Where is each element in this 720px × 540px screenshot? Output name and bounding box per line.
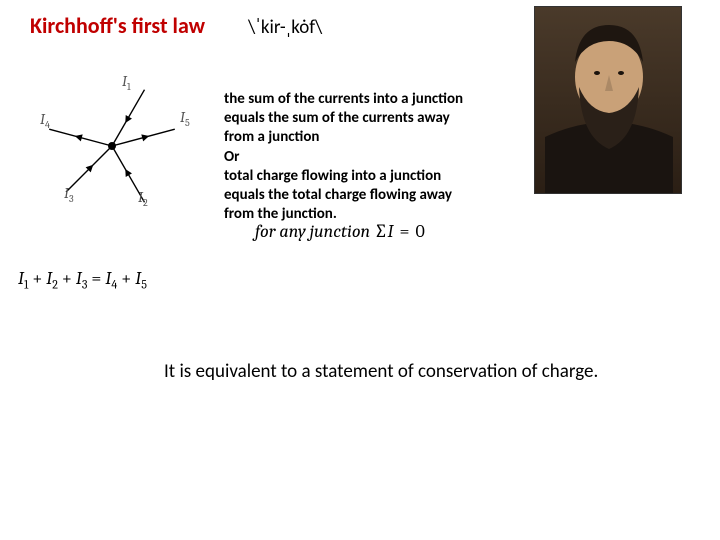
formula-var: I <box>388 221 394 242</box>
sigma-symbol: ∑ <box>374 220 387 242</box>
definition-line: the sum of the currents into a junction <box>224 90 480 109</box>
definition-text: the sum of the currents into a junction … <box>224 90 480 224</box>
formula-rhs: 0 <box>415 221 424 242</box>
page-title: Kirchhoff's first law <box>30 12 205 39</box>
pronunciation-text: \ˈkir-ˌkȯf\ <box>248 16 322 39</box>
svg-text:I1: I1 <box>122 72 131 93</box>
definition-line: equals the total charge flowing away <box>224 186 480 205</box>
svg-text:I5: I5 <box>180 108 190 129</box>
equation-text: I1+I2+I3=I4+I5 <box>18 268 147 289</box>
svg-text:I4: I4 <box>40 110 50 131</box>
formula-prefix: for any junction <box>255 221 374 242</box>
definition-line: from a junction <box>224 128 480 147</box>
svg-text:I2: I2 <box>138 188 148 209</box>
portrait-image <box>535 7 682 194</box>
equals-sign: = <box>400 221 410 242</box>
conservation-statement: It is equivalent to a statement of conse… <box>164 360 598 383</box>
sigma-formula: for any junction ∑I =0 <box>255 220 425 242</box>
current-equation: I1+I2+I3=I4+I5 <box>18 268 147 292</box>
definition-line: equals the sum of the currents away <box>224 109 480 128</box>
definition-line: Or <box>224 148 480 167</box>
junction-diagram: I1 I5 I2 I3 I4 <box>30 66 205 226</box>
svg-text:I3: I3 <box>64 184 74 205</box>
kirchhoff-portrait <box>534 6 682 194</box>
definition-line: total charge flowing into a junction <box>224 167 480 186</box>
